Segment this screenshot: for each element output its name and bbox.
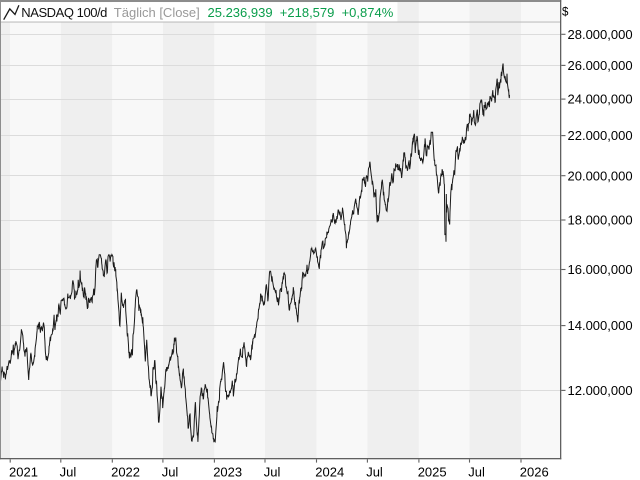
svg-text:18.000,000: 18.000,000 xyxy=(568,213,633,228)
svg-text:Täglich [Close]: Täglich [Close] xyxy=(114,5,200,20)
svg-text:Jul: Jul xyxy=(60,465,77,480)
svg-text:Jul: Jul xyxy=(468,465,485,480)
svg-text:2024: 2024 xyxy=(315,465,344,480)
svg-text:16.000,000: 16.000,000 xyxy=(568,262,633,277)
svg-text:28.000,000: 28.000,000 xyxy=(568,27,633,42)
svg-text:NASDAQ 100/d: NASDAQ 100/d xyxy=(21,5,107,20)
svg-text:2021: 2021 xyxy=(9,465,38,480)
svg-text:12.000,000: 12.000,000 xyxy=(568,383,633,398)
svg-text:2026: 2026 xyxy=(520,465,549,480)
svg-text:25.236,939 +218,579 +0,874%: 25.236,939 +218,579 +0,874% xyxy=(208,5,394,20)
svg-text:24.000,000: 24.000,000 xyxy=(568,92,633,107)
svg-text:$: $ xyxy=(562,7,569,19)
svg-text:14.000,000: 14.000,000 xyxy=(568,318,633,333)
svg-text:2023: 2023 xyxy=(213,465,242,480)
svg-text:20.000,000: 20.000,000 xyxy=(568,168,633,183)
svg-text:Jul: Jul xyxy=(162,465,179,480)
svg-text:22.000,000: 22.000,000 xyxy=(568,128,633,143)
svg-text:26.000,000: 26.000,000 xyxy=(568,58,633,73)
svg-text:2025: 2025 xyxy=(418,465,447,480)
svg-text:2022: 2022 xyxy=(111,465,140,480)
svg-text:Jul: Jul xyxy=(366,465,383,480)
svg-text:Jul: Jul xyxy=(264,465,281,480)
